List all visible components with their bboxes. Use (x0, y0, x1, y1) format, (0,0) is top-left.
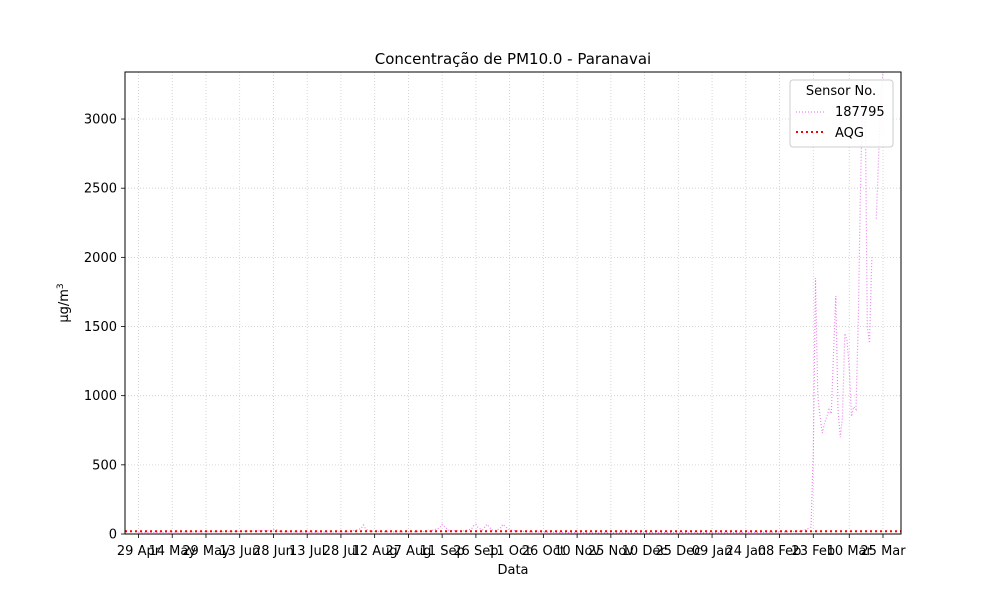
x-tick-label: 13 Jun (219, 544, 260, 559)
x-axis-label: Data (497, 563, 528, 578)
x-tick-label: 27 Aug (385, 544, 431, 559)
x-tick-label: 11 Sep (420, 544, 465, 559)
x-tick-label: 12 Aug (352, 544, 398, 559)
y-axis-label-sup: 3 (56, 283, 66, 289)
x-tick-label: 13 Jul (289, 544, 325, 559)
x-tick-label: 10 Nov (554, 544, 600, 559)
plot-frame (124, 71, 902, 535)
x-tick-label: 08 Feb (758, 544, 802, 559)
y-tick-label: 3000 (84, 113, 117, 128)
legend-box (789, 79, 894, 148)
x-tick-label: 26 Oct (522, 544, 565, 559)
legend: Sensor No. 187795 AQG (789, 79, 894, 148)
x-tick-label: 29 Apr (117, 544, 161, 559)
y-axis-label: μg/m3 (56, 283, 72, 322)
x-tick-label: 09 Jan (692, 544, 733, 559)
legend-title: Sensor No. (806, 84, 876, 99)
x-tick-label: 23 Feb (791, 544, 835, 559)
y-tick-label: 1000 (84, 389, 117, 404)
y-tick-label: 2000 (84, 251, 117, 266)
y-axis: 0 500 1000 1500 2000 2500 3000 (84, 113, 125, 543)
x-tick-label: 25 Dec (655, 544, 701, 559)
x-tick-label: 14 May (148, 544, 196, 559)
series-layer (138, 72, 884, 534)
x-tick-label: 24 Jan (725, 544, 766, 559)
y-tick-label: 1500 (84, 320, 117, 335)
x-tick-label: 10 Mar (827, 544, 873, 559)
x-tick-label: 25 Mar (860, 544, 906, 559)
series-line-187795 (138, 80, 873, 534)
grid (125, 72, 901, 535)
x-tick-label: 26 Sep (453, 544, 498, 559)
legend-label-187795: 187795 (835, 105, 885, 120)
x-tick-label: 28 Jun (253, 544, 294, 559)
x-tick-label: 25 Nov (588, 544, 634, 559)
y-tick-label: 2500 (84, 182, 117, 197)
x-tick-label: 28 Jul (323, 544, 359, 559)
x-tick-label: 11 Oct (488, 544, 531, 559)
y-tick-label: 0 (109, 528, 117, 543)
x-tick-label: 29 May (182, 544, 230, 559)
y-tick-label: 500 (92, 458, 117, 473)
chart-title: Concentração de PM10.0 - Paranavai (375, 50, 651, 68)
x-tick-label: 10 Dec (622, 544, 668, 559)
y-axis-label-base: μg/m (57, 289, 72, 323)
legend-label-aqg: AQG (835, 126, 864, 141)
